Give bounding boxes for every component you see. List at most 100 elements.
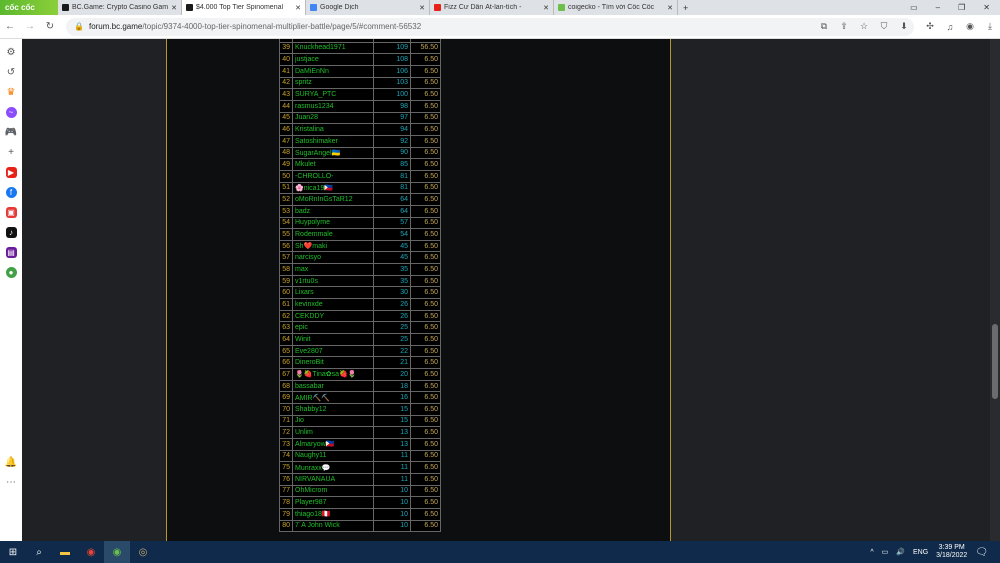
bookmark-star-icon[interactable]: ☆	[859, 21, 869, 31]
app-icon-purple[interactable]: ▤	[5, 247, 17, 258]
close-tab-icon[interactable]: ✕	[543, 4, 549, 12]
tiktok-icon[interactable]: ♪	[5, 227, 17, 238]
forward-icon[interactable]: →	[25, 21, 35, 32]
close-tab-icon[interactable]: ✕	[419, 4, 425, 12]
browser-tab[interactable]: $4.000 Top Tier Spinomenal ✕	[182, 0, 306, 15]
table-row: 40 justjace 108 6.50	[279, 53, 441, 66]
reload-icon[interactable]: ↻	[45, 21, 55, 32]
favicon-icon	[62, 4, 69, 11]
rank-cell: 65	[279, 344, 293, 358]
shield-icon[interactable]: ⛉	[880, 21, 888, 31]
maximize-icon[interactable]: ❐	[958, 3, 966, 12]
app-icon-red[interactable]: ▣	[5, 207, 17, 218]
player-name-cell: Eve2807	[292, 344, 374, 358]
file-explorer-icon[interactable]: ▬	[60, 546, 70, 558]
table-row: 57 narcisyo 45 6.50	[279, 251, 441, 265]
rank-cell: 51	[279, 181, 293, 195]
table-row: 59 v1rtu0s 35 6.50	[279, 274, 441, 288]
minimize-icon[interactable]: –	[935, 3, 941, 12]
score-cell: 92	[373, 134, 411, 148]
extensions-icon[interactable]: ✣	[926, 21, 934, 31]
prize-cell: 6.50	[410, 274, 441, 288]
windows-start-icon[interactable]: ⊞	[8, 546, 18, 558]
rank-cell: 50	[279, 169, 293, 183]
scrollbar[interactable]	[990, 39, 1000, 541]
profile-icon[interactable]: ◉	[966, 21, 974, 31]
close-tab-icon[interactable]: ✕	[171, 4, 177, 12]
rank-cell: 68	[279, 379, 293, 393]
score-cell: 64	[373, 204, 411, 218]
more-icon[interactable]: ⋯	[6, 477, 16, 488]
player-name-cell: Sh❤️maki	[292, 239, 374, 253]
player-name-cell: DineroBit	[292, 356, 374, 370]
prize-cell: 6.50	[410, 496, 441, 509]
notifications-icon[interactable]: 🔔	[4, 457, 18, 468]
browser-tab[interactable]: BC.Game: Crypto Casino Gam ✕	[58, 0, 182, 15]
tab-title: coigecko - Tìm với Cốc Cốc	[568, 4, 655, 11]
prize-cell: 56.50	[410, 41, 441, 55]
search-icon[interactable]: ⌕	[36, 546, 42, 558]
prize-cell: 6.50	[410, 88, 441, 101]
download-page-icon[interactable]: ⬇	[900, 21, 908, 31]
table-row: 67 🌷🍓Tina✿sa🍓🌷 20 6.50	[279, 368, 441, 381]
table-row: 77 OhMicrom 10 6.50	[279, 484, 441, 498]
coccoc-taskbar-icon[interactable]: ◉	[104, 541, 130, 563]
music-icon[interactable]: ♫	[946, 21, 954, 32]
forum-post-panel: 38MakaatMe 🇺🇦1106.5039Knuckhead197110956…	[166, 39, 671, 541]
rank-cell: 59	[279, 274, 293, 288]
network-icon[interactable]: ▭	[881, 549, 889, 556]
score-cell: 45	[373, 251, 411, 265]
table-row: 70 Shabby12 15 6.50	[279, 403, 441, 416]
rank-cell: 60	[279, 286, 293, 300]
youtube-icon[interactable]: ▶	[5, 167, 17, 178]
url-input[interactable]: 🔒 forum.bc.game/topic/9374-4000-top-tier…	[66, 17, 914, 36]
player-name-cell: narcisyo	[292, 251, 374, 265]
browser-tab[interactable]: Fizz Cư Dân Ất-lan-tích - ✕	[430, 0, 554, 15]
scrollbar-thumb[interactable]	[992, 324, 998, 399]
player-name-cell: DaMiEnNn	[292, 64, 374, 78]
tab-title: $4.000 Top Tier Spinomenal	[196, 4, 284, 11]
messenger-icon[interactable]: ~	[5, 107, 17, 118]
score-cell: 18	[373, 379, 411, 393]
coccoc-logo[interactable]: cốc cốc	[0, 0, 58, 15]
tab-search-icon[interactable]: ▭	[910, 3, 918, 12]
new-tab-button[interactable]: +	[683, 2, 689, 13]
browser-tab[interactable]: Google Dịch ✕	[306, 0, 430, 15]
close-tab-icon[interactable]: ✕	[667, 4, 673, 12]
close-tab-icon[interactable]: ✕	[295, 4, 301, 12]
downloads-icon[interactable]: ⤓	[988, 21, 992, 31]
facebook-icon[interactable]: f	[5, 187, 17, 198]
chrome-like-icon[interactable]: ●	[5, 267, 17, 278]
player-name-cell: Naughy11	[292, 449, 374, 463]
league-icon[interactable]: ◎	[138, 546, 148, 558]
close-window-icon[interactable]: ✕	[983, 3, 990, 12]
player-name-cell: kevinxde	[292, 298, 374, 311]
score-cell: 90	[373, 146, 411, 160]
browser-tab[interactable]: coigecko - Tìm với Cốc Cốc ✕	[554, 0, 678, 15]
volume-icon[interactable]: 🔊	[896, 549, 905, 556]
crown-icon[interactable]: ♛	[6, 87, 16, 98]
player-name-cell: Shabby12	[292, 403, 374, 416]
prize-cell: 6.50	[410, 204, 441, 218]
score-cell: 97	[373, 111, 411, 125]
table-row: 55 Rodemmale 54 6.50	[279, 228, 441, 241]
score-cell: 108	[373, 53, 411, 66]
share-icon[interactable]: ⇪	[840, 21, 848, 31]
back-icon[interactable]: ←	[5, 21, 15, 32]
add-icon[interactable]: +	[8, 147, 14, 158]
tray-chevron-icon[interactable]: ^	[870, 548, 874, 556]
score-cell: 26	[373, 309, 411, 323]
score-cell: 11	[373, 472, 411, 486]
chrome-icon[interactable]: ◉	[86, 546, 96, 558]
action-center-icon[interactable]: 🗨	[975, 546, 988, 558]
clock[interactable]: 3:39 PM 3/18/2022	[936, 544, 968, 559]
prize-cell: 6.50	[410, 437, 441, 451]
history-icon[interactable]: ↺	[6, 67, 16, 78]
settings-icon[interactable]: ⚙	[6, 47, 16, 58]
translate-icon[interactable]: ⧉	[820, 21, 828, 31]
player-name-cell: OhMicrom	[292, 484, 374, 498]
game-icon[interactable]: 🎮	[4, 127, 18, 138]
rank-cell: 53	[279, 204, 293, 218]
browser-sidebar: ⚙ ↺ ♛ ~ 🎮 + ▶ f ▣ ♪ ▤ ● 🔔 ⋯	[0, 39, 22, 541]
language-indicator[interactable]: ENG	[912, 548, 929, 556]
